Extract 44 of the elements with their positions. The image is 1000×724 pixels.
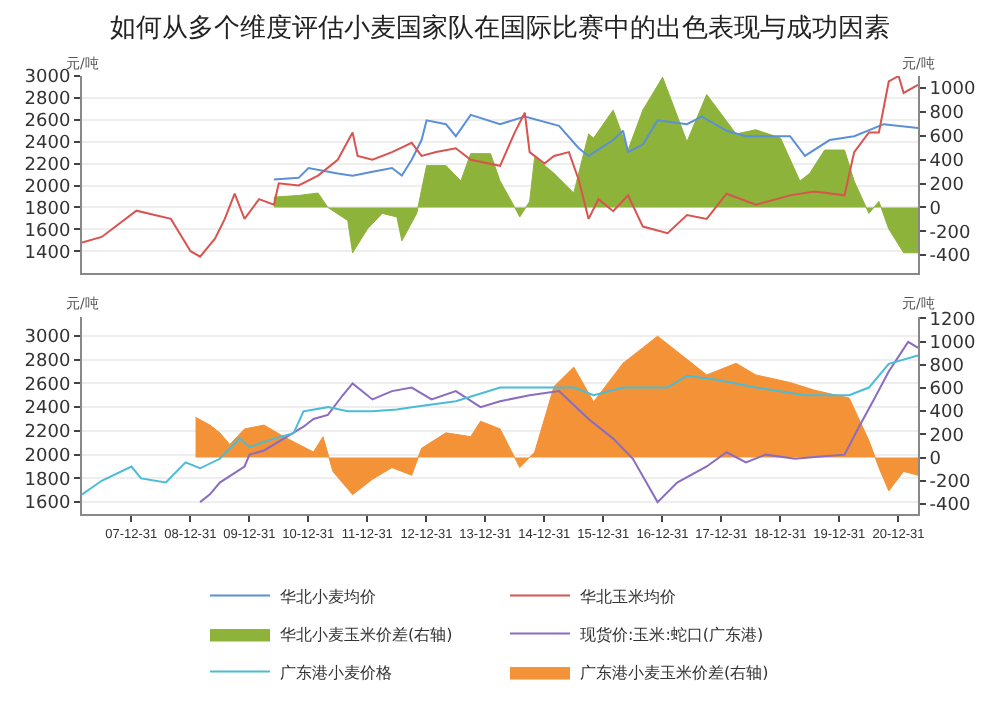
y-tick-label: 2800 [24,351,71,372]
y-tick-label: 2200 [24,155,71,176]
legend-label: 华北小麦玉米价差(右轴) [280,625,453,644]
y2-tick-label: 800 [929,104,965,125]
y-tick-label: 2200 [24,423,71,444]
y2-tick-label: 0 [929,449,942,470]
y-tick-label: 2000 [24,446,71,467]
y-tick-label: 2400 [24,399,71,420]
y2-tick-label: 1200 [929,310,976,331]
y2-tick-label: 600 [929,380,965,401]
y2-tick-label: -200 [929,223,971,244]
y2-tick-label: -400 [929,247,971,268]
y-tick-label: 1600 [24,494,71,515]
y2-tick-label: 400 [929,151,965,172]
legend-label: 广东港小麦价格 [280,663,392,682]
y2-tick-label: 0 [929,199,942,220]
y-tick-label: 1800 [24,470,71,491]
y2-tick-label: 600 [929,128,965,149]
legend-label: 现货价:玉米:蛇口(广东港) [580,625,764,644]
y2-tick-label: 800 [929,357,965,378]
y2-tick-label: 400 [929,403,965,424]
legend-label: 广东港小麦玉米价差(右轴) [580,663,769,682]
y-tick-label: 2400 [24,134,71,154]
line-series [82,76,918,258]
y2-tick-label: 1000 [929,333,976,354]
line-series [82,354,918,496]
y2-tick-label: 1000 [929,80,976,101]
y-tick-label: 2600 [24,375,71,396]
y2-tick-label: -400 [929,496,971,517]
y-tick-label: 1400 [24,243,71,264]
y2-tick-label: -200 [929,473,971,494]
y-tick-label: 1600 [24,221,71,242]
y2-tick-label: 200 [929,426,965,447]
y-tick-label: 2800 [24,90,71,111]
y-tick-label: 3000 [24,328,71,349]
y2-tick-label: 200 [929,175,965,196]
legend-label: 华北玉米均价 [580,587,676,606]
legend-label: 华北小麦均价 [280,587,376,606]
y-tick-label: 2600 [24,112,71,133]
y-tick-label: 1800 [24,199,71,220]
y-tick-label: 2000 [24,177,71,198]
y-tick-label: 3000 [24,68,71,89]
line-series [272,113,918,181]
chart-title: 如何从多个维度评估小麦国家队在国际比赛中的出色表现与成功因素 [110,12,890,45]
